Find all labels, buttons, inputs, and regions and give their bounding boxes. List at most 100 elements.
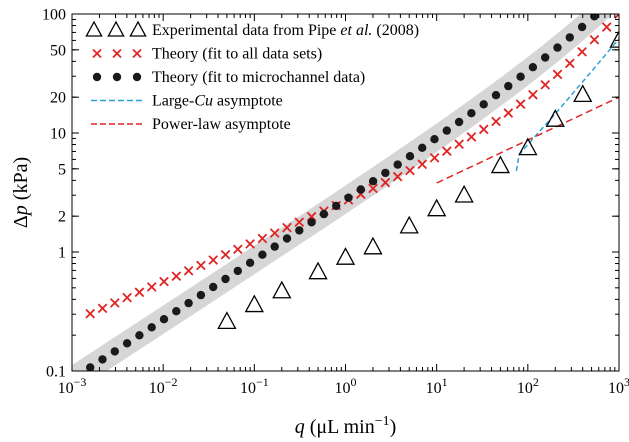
fit-micro-point bbox=[270, 242, 279, 251]
experimental-point bbox=[545, 109, 565, 127]
legend-item: Experimental data from Pipe et al. (2008… bbox=[85, 20, 419, 39]
fit-all-point bbox=[97, 303, 108, 314]
y-tick-label: 0.1 bbox=[46, 364, 66, 381]
experimental-point bbox=[244, 294, 264, 313]
legend-item: Theory (fit to microchannel data) bbox=[92, 69, 365, 86]
fit-all-point bbox=[269, 228, 280, 238]
fit-all-point bbox=[589, 34, 600, 45]
fit-micro-point bbox=[405, 152, 415, 161]
fit-all-point bbox=[196, 260, 206, 271]
x-tick-label: 10−3 bbox=[58, 375, 87, 397]
fit-micro-point bbox=[172, 307, 181, 316]
fit-all-point bbox=[454, 139, 464, 150]
fit-micro-point bbox=[319, 209, 329, 219]
legend-dot-marker bbox=[132, 72, 142, 82]
fit-micro-point bbox=[491, 91, 501, 100]
fit-micro-point bbox=[98, 355, 107, 364]
fit-micro-point bbox=[122, 339, 132, 348]
x-tick-label: 103 bbox=[608, 375, 629, 397]
fit-all-point bbox=[478, 124, 489, 135]
fit-all-point bbox=[380, 177, 391, 188]
fit-all-point bbox=[442, 146, 452, 156]
fit-all-point bbox=[577, 46, 587, 57]
legend-label: Large-Cu asymptote bbox=[152, 93, 283, 110]
experimental-point bbox=[308, 261, 328, 280]
experimental-point bbox=[454, 184, 474, 203]
fit-micro-point bbox=[209, 282, 218, 292]
fit-micro-point bbox=[442, 126, 451, 135]
x-tick-label: 10−2 bbox=[149, 375, 178, 397]
fit-all-point bbox=[85, 308, 96, 319]
experimental-point bbox=[217, 311, 237, 330]
fit-all-point bbox=[109, 298, 120, 308]
fit-all-point bbox=[368, 183, 378, 194]
fit-micro-point bbox=[282, 234, 292, 243]
fit-micro-point bbox=[418, 143, 427, 152]
fit-micro-point bbox=[356, 185, 365, 194]
fit-all-point bbox=[134, 287, 145, 298]
fit-all-point bbox=[601, 22, 612, 32]
fit-micro-point bbox=[516, 72, 525, 81]
fit-micro-point bbox=[159, 315, 169, 324]
fit-micro-point bbox=[368, 177, 378, 186]
legend-cross-marker bbox=[92, 48, 102, 59]
fit-all-point bbox=[466, 132, 477, 142]
fit-micro-point bbox=[135, 331, 144, 340]
fit-all-point bbox=[491, 116, 501, 127]
experimental-point bbox=[573, 84, 593, 103]
experimental-point bbox=[518, 137, 538, 156]
fit-all-point bbox=[564, 58, 575, 69]
fit-micro-point bbox=[110, 347, 120, 356]
fit-micro-point bbox=[467, 109, 476, 118]
fit-micro-point bbox=[332, 201, 341, 211]
fit-micro-point bbox=[577, 22, 587, 32]
x-tick-label: 10−1 bbox=[240, 375, 269, 397]
fit-all-point bbox=[146, 282, 157, 292]
experimental-point bbox=[335, 247, 356, 265]
legend-label: Theory (fit to microchannel data) bbox=[152, 69, 365, 86]
legend-cross-marker bbox=[132, 48, 142, 59]
plot-area bbox=[72, 14, 619, 371]
fit-micro-point bbox=[147, 323, 156, 332]
fit-micro-point bbox=[393, 160, 402, 169]
y-tick-label: 20 bbox=[50, 90, 66, 107]
experimental-point bbox=[272, 280, 292, 299]
legend-dot-marker bbox=[92, 72, 102, 82]
fit-micro-point bbox=[344, 193, 353, 202]
fit-micro-point bbox=[381, 168, 390, 178]
y-tick-label: 5 bbox=[58, 161, 66, 178]
legend-label: Power-law asymptote bbox=[152, 116, 291, 133]
experimental-point bbox=[490, 155, 511, 174]
fit-micro-point bbox=[541, 53, 550, 62]
legend-item: Power-law asymptote bbox=[91, 116, 291, 133]
fit-micro-point bbox=[528, 62, 538, 72]
fit-all-point bbox=[220, 249, 231, 260]
fit-micro-point bbox=[553, 43, 562, 52]
experimental-point bbox=[399, 215, 419, 234]
fit-micro-point bbox=[479, 100, 488, 109]
fit-all-point bbox=[540, 79, 551, 90]
fit-micro-point bbox=[221, 274, 230, 284]
fit-all-point bbox=[405, 165, 415, 176]
fit-all-point bbox=[503, 108, 514, 118]
legend-triangle-marker bbox=[129, 20, 147, 37]
fit-micro-point bbox=[233, 266, 242, 276]
experimental-point bbox=[427, 198, 447, 217]
legend-triangle-marker bbox=[85, 20, 103, 37]
fit-all-point bbox=[294, 217, 305, 227]
fit-micro-point bbox=[454, 117, 464, 127]
fit-all-point bbox=[417, 159, 428, 170]
fit-all-point bbox=[171, 271, 182, 282]
fit-micro-point bbox=[430, 135, 439, 144]
fit-all-point bbox=[245, 239, 255, 249]
fit-micro-point bbox=[86, 363, 95, 371]
legend-item: Large-Cu asymptote bbox=[91, 93, 283, 110]
fit-micro-point bbox=[258, 250, 267, 259]
fit-all-point bbox=[232, 244, 243, 255]
fit-all-point bbox=[282, 222, 292, 233]
fit-all-point bbox=[208, 255, 219, 265]
legend-cross-marker bbox=[112, 48, 122, 59]
y-tick-label: 10 bbox=[50, 126, 66, 143]
y-tick-label: 100 bbox=[42, 7, 66, 24]
fit-all-point bbox=[392, 171, 403, 182]
